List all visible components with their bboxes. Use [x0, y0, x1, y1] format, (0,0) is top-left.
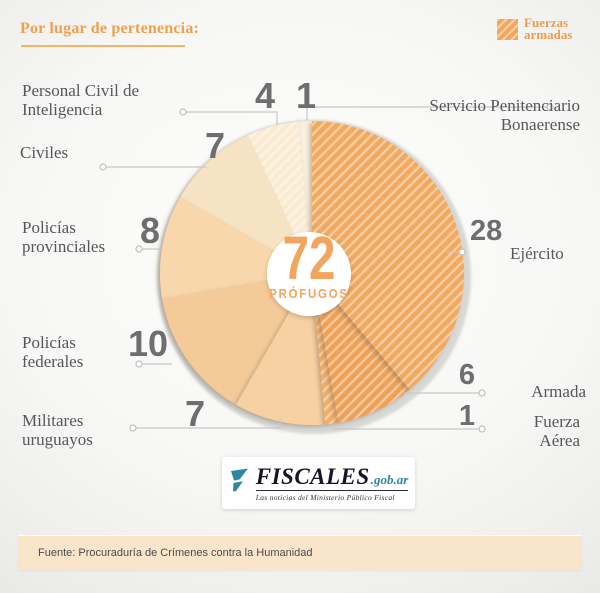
label-civiles: Civiles — [20, 143, 69, 162]
source-bar: Fuente: Procuraduría de Crímenes contra … — [18, 536, 582, 570]
callout-leader-lines — [106, 106, 547, 430]
pie-slice-policias-federales — [162, 273, 312, 405]
label-personal-civil-inteligencia: Personal Civil de Inteligencia — [22, 81, 140, 120]
legend-label: Fuerzas armadas — [524, 15, 573, 42]
leader-servicio-penitenciario — [306, 106, 547, 120]
value-servicio-penitenciario: 1 — [295, 75, 317, 116]
total-value: 72 — [282, 224, 336, 292]
label-servicio-penitenciario: Servicio Penitenciario Bonaerense — [429, 96, 580, 135]
pie-slice-armada-hatch — [312, 273, 410, 423]
pie-center-circle — [267, 232, 351, 316]
pie-slice-civiles — [180, 135, 312, 273]
brand-domain: .gob.ar — [370, 471, 409, 487]
hatch-swatch-icon — [497, 19, 518, 40]
leader-dot — [129, 424, 137, 432]
leader-dot — [179, 108, 187, 116]
leader-dot — [135, 360, 143, 368]
fiscales-flag-icon — [230, 468, 248, 492]
value-militares-uruguayos: 7 — [184, 393, 205, 434]
fiscales-logo-text: FISCALES .gob.ar Las noticias del Minist… — [255, 463, 409, 502]
value-armada: 6 — [458, 359, 476, 391]
leader-dot — [478, 389, 486, 397]
label-militares-uruguayos: Militares uruguayos — [22, 411, 93, 450]
value-fuerza-aerea: 1 — [458, 400, 476, 432]
value-ejercito: 28 — [470, 215, 503, 247]
brand-tagline: Las noticias del Ministerio Público Fisc… — [255, 489, 409, 502]
label-policias-provinciales: Policías provinciales — [22, 218, 106, 257]
brand-name: FISCALES — [255, 463, 370, 489]
label-fuerza-aerea: Fuerza Aérea — [533, 412, 580, 451]
fiscales-logo-card: FISCALES .gob.ar Las noticias del Minist… — [222, 457, 415, 509]
value-policias-federales: 10 — [127, 323, 168, 364]
leader-dot — [478, 425, 486, 433]
leader-dot — [99, 163, 107, 171]
callout-leader-dots — [99, 103, 554, 433]
value-personal-civil-inteligencia: 4 — [254, 75, 275, 116]
label-armada: Armada — [531, 382, 586, 401]
leader-personal-civil — [186, 111, 278, 125]
title-underline — [21, 45, 185, 47]
leader-militares-uruguayos — [136, 418, 281, 429]
label-ejercito: Ejército — [510, 244, 564, 263]
page-title: Por lugar de pertenencia: — [20, 20, 200, 37]
leader-dot — [135, 245, 143, 253]
label-policias-federales: Policías federales — [22, 333, 84, 372]
source-text: Fuente: Procuraduría de Crímenes contra … — [38, 547, 313, 559]
total-label: PRÓFUGOS — [269, 286, 349, 301]
pie-slices — [160, 121, 464, 425]
value-policias-provinciales: 8 — [139, 210, 160, 251]
pie-slice-ejercito-hatch — [312, 121, 464, 390]
leader-dot — [546, 103, 554, 111]
value-civiles: 7 — [204, 125, 225, 166]
leader-dot — [458, 248, 466, 256]
